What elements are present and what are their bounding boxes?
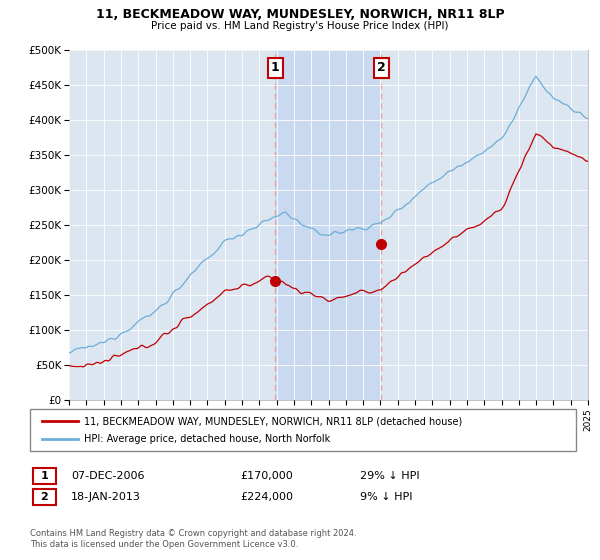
Text: Price paid vs. HM Land Registry's House Price Index (HPI): Price paid vs. HM Land Registry's House … [151,21,449,31]
Text: HPI: Average price, detached house, North Norfolk: HPI: Average price, detached house, Nort… [84,434,330,444]
Text: 9% ↓ HPI: 9% ↓ HPI [360,492,413,502]
Bar [275,50,381,400]
Text: 1: 1 [41,471,48,481]
Text: £170,000: £170,000 [240,471,293,481]
Text: 18-JAN-2013: 18-JAN-2013 [71,492,140,502]
Text: 1: 1 [271,62,280,74]
Text: 2: 2 [41,492,48,502]
Text: £224,000: £224,000 [240,492,293,502]
Text: 11, BECKMEADOW WAY, MUNDESLEY, NORWICH, NR11 8LP (detached house): 11, BECKMEADOW WAY, MUNDESLEY, NORWICH, … [84,417,462,426]
Text: Contains HM Land Registry data © Crown copyright and database right 2024.
This d: Contains HM Land Registry data © Crown c… [30,529,356,549]
Text: 2: 2 [377,62,386,74]
Text: 29% ↓ HPI: 29% ↓ HPI [360,471,419,481]
Text: 11, BECKMEADOW WAY, MUNDESLEY, NORWICH, NR11 8LP: 11, BECKMEADOW WAY, MUNDESLEY, NORWICH, … [95,8,505,21]
Text: 07-DEC-2006: 07-DEC-2006 [71,471,145,481]
